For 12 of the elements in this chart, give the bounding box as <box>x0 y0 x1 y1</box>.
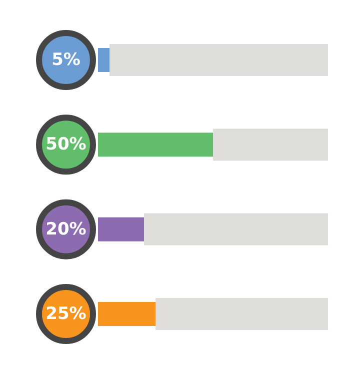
data-label: 50% <box>46 134 86 155</box>
data-label: 20% <box>46 219 86 240</box>
bar <box>110 44 328 76</box>
bar <box>98 48 110 72</box>
bar <box>144 213 328 246</box>
data-label: 25% <box>46 304 86 324</box>
bar <box>156 298 328 330</box>
bar <box>98 302 156 326</box>
bar <box>98 217 144 242</box>
bar <box>213 128 328 161</box>
data-label: 5% <box>52 50 80 70</box>
bar <box>98 132 213 157</box>
